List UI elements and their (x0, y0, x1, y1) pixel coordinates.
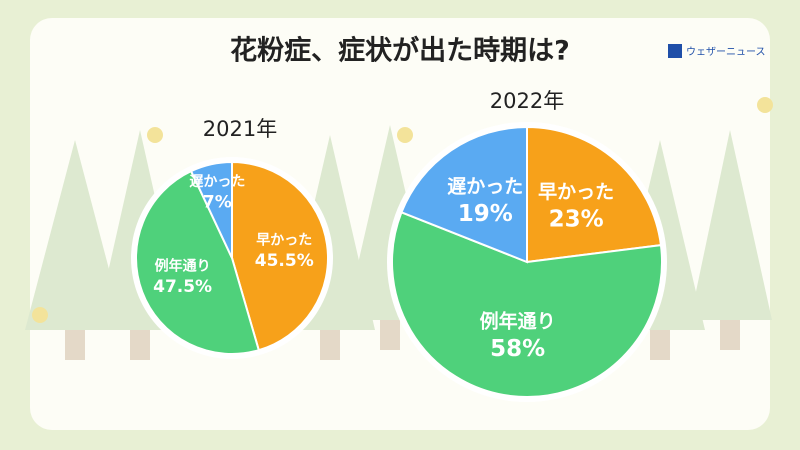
pie-slice (400, 125, 528, 264)
pie-slice (391, 211, 663, 398)
pie-title: 2022年 (490, 89, 564, 113)
slice-label: 例年通り (155, 257, 211, 274)
pie-slice (526, 125, 663, 264)
pie-slice (231, 160, 329, 352)
title: 花粉症、症状が出た時期は? (230, 35, 570, 67)
slice-label: 遅かった (189, 174, 245, 190)
pie-slice (189, 160, 233, 259)
slice-value: 19% (458, 201, 513, 227)
slice-value: 58% (490, 336, 545, 362)
pie-title: 2021年 (203, 117, 277, 141)
brand-icon (668, 44, 682, 58)
slice-label: 遅かった (447, 175, 523, 197)
brand: ウェザーニュース (686, 46, 766, 58)
slice-value: 45.5% (255, 251, 314, 271)
slice-value: 23% (549, 207, 604, 233)
slice-value: 47.5% (153, 277, 212, 297)
slice-label: 例年通り (480, 309, 556, 332)
slice-label: 早かった (256, 232, 312, 248)
sparkles (32, 97, 773, 323)
slice-value: 7% (203, 193, 232, 213)
slice-label: 早かった (538, 181, 614, 203)
pie-slice (135, 169, 261, 355)
